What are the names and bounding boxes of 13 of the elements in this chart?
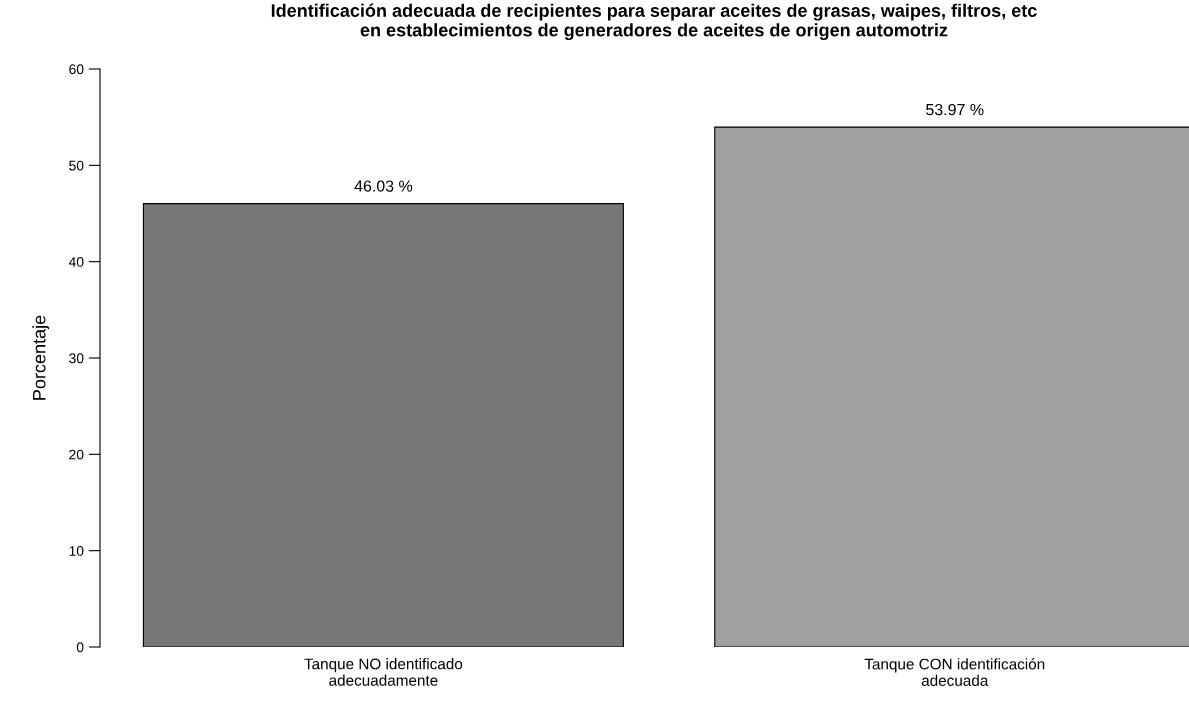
- y-tick-label: 60: [69, 64, 84, 75]
- data-label: 53.97 %: [926, 103, 984, 116]
- y-tick-label: 40: [68, 257, 84, 267]
- y-tick-label: 0: [76, 642, 84, 653]
- x-tick-label: Tanque NO identificado adecuadamente: [304, 658, 463, 686]
- y-tick-label: 10: [69, 546, 84, 556]
- y-tick-label: 30: [69, 353, 84, 364]
- x-tick-label: Tanque CON identificación adecuada: [864, 658, 1045, 686]
- chart-title: Identificación adecuada de recipientes para separar aceites de grasas, waipes, filtros, etc en establecimientos de generadores de aceites de origen automotriz: [271, 3, 1037, 41]
- data-label: 46.03 %: [354, 180, 413, 192]
- y-tick-label: 50: [69, 160, 84, 171]
- y-axis-title: Porcentaje: [32, 315, 50, 400]
- y-tick-label: 20: [69, 449, 84, 460]
